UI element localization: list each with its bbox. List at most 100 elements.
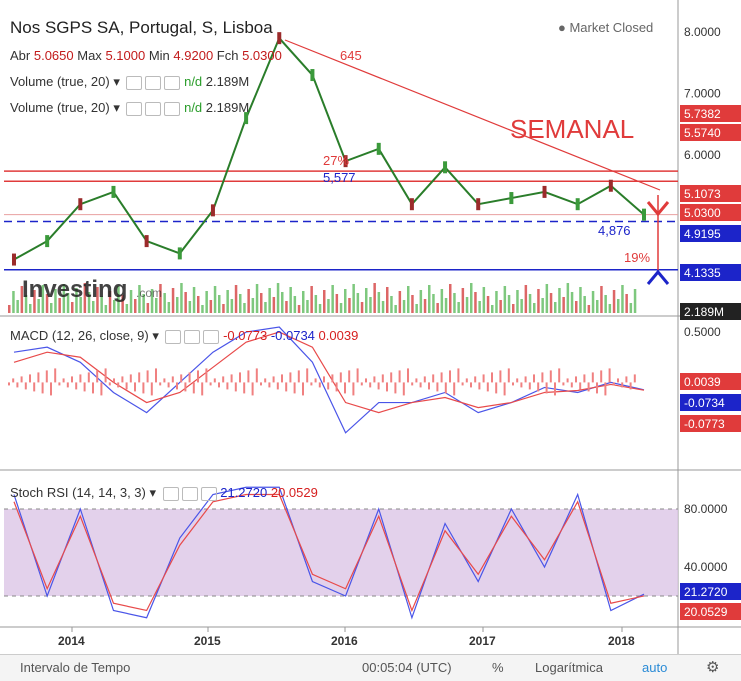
volume-bar — [512, 304, 515, 313]
macd-histogram-bar — [197, 370, 199, 383]
candle — [111, 185, 116, 198]
macd-histogram-bar — [66, 382, 69, 388]
market-status: ● Market Closed — [558, 20, 654, 35]
candle — [443, 161, 448, 174]
macd-histogram-bar — [104, 368, 107, 383]
eye-icon[interactable] — [165, 329, 182, 344]
settings-icon[interactable] — [145, 101, 162, 116]
volume-bar — [188, 301, 192, 313]
x-tick-label: 2018 — [608, 634, 635, 648]
price-line — [13, 36, 645, 261]
gear-icon[interactable]: ⚙ — [706, 659, 720, 676]
stoch-legend[interactable]: Stoch RSI (14, 14, 3, 3) ▾ 21.2720 20.05… — [10, 485, 318, 501]
stoch-value-2: 20.0529 — [270, 485, 318, 500]
volume-bar — [243, 303, 246, 313]
volume-bar — [486, 296, 490, 313]
macd-legend[interactable]: MACD (12, 26, close, 9) ▾ -0.0773 -0.073… — [10, 328, 359, 344]
macd-histogram-bar — [285, 382, 288, 392]
volume-bar — [323, 290, 326, 313]
candle — [177, 247, 182, 260]
volume-bar — [579, 287, 582, 313]
macd-histogram-bar — [58, 382, 61, 386]
volume-bar — [428, 285, 431, 313]
macd-histogram-bar — [155, 368, 157, 383]
volume-bar — [29, 304, 32, 313]
macd-histogram-bar — [339, 372, 342, 383]
volume-bar — [167, 302, 171, 313]
eye-icon[interactable] — [126, 75, 143, 90]
macd-histogram-bar — [268, 382, 271, 388]
macd-histogram-bar — [297, 370, 300, 383]
macd-histogram-bar — [365, 378, 367, 383]
volume-bar — [558, 288, 561, 313]
macd-histogram-bar — [113, 378, 115, 383]
interval-button[interactable]: Intervalo de Tempo — [20, 660, 131, 675]
macd-histogram-bar — [24, 382, 27, 390]
volume-bar — [352, 284, 355, 313]
macd-tick-label: 0.5000 — [684, 325, 721, 339]
macd-histogram-bar — [306, 368, 309, 383]
candle — [642, 208, 646, 221]
volume-bar — [251, 298, 255, 313]
macd-value-1: -0.0773 — [223, 328, 268, 343]
close-icon[interactable] — [200, 486, 217, 501]
close-icon[interactable] — [164, 75, 181, 90]
volume-bar — [478, 301, 481, 313]
volume-bar — [155, 298, 158, 313]
eye-icon[interactable] — [126, 101, 143, 116]
macd-value-2: -0.0734 — [270, 328, 315, 343]
volume-bar — [453, 293, 456, 313]
macd-histogram-bar — [150, 382, 153, 396]
volume-bar — [54, 289, 57, 313]
ohlc-close-label: Fch — [216, 48, 239, 63]
macd-histogram-bar — [222, 376, 225, 383]
settings-icon[interactable] — [181, 486, 198, 501]
volume-legend-1[interactable]: Volume (true, 20) ▾ n/d 2.189M — [10, 74, 250, 90]
macd-histogram-bar — [314, 378, 317, 383]
volume-bar — [562, 297, 565, 313]
macd-histogram-bar — [121, 376, 124, 383]
ohlc-low: 4.9200 — [173, 48, 214, 63]
auto-toggle[interactable]: auto — [642, 660, 668, 675]
macd-histogram-bar — [108, 382, 111, 386]
eye-icon[interactable] — [162, 486, 179, 501]
volume-bar — [411, 295, 414, 313]
volume-bar — [180, 283, 183, 313]
price-tag-label: 4.1335 — [684, 266, 721, 280]
volume-bar — [150, 289, 154, 313]
macd-value-3: 0.0039 — [318, 328, 359, 343]
macd-histogram-bar — [499, 370, 502, 383]
macd-histogram-bar — [453, 382, 456, 396]
candle — [78, 198, 83, 211]
macd-histogram-bar — [20, 376, 23, 383]
volume-bar — [507, 295, 511, 313]
volume-bar — [621, 285, 624, 313]
volume-bar — [600, 286, 603, 313]
volume-bar — [146, 303, 150, 313]
close-icon[interactable] — [203, 329, 220, 344]
percent-toggle[interactable]: % — [492, 660, 504, 675]
macd-tag — [680, 415, 741, 432]
ohlc-high-label: Max — [77, 48, 102, 63]
volume-bar — [344, 289, 347, 313]
settings-icon[interactable] — [145, 75, 162, 90]
macd-histogram-bar — [621, 382, 624, 388]
macd-histogram-bar — [402, 382, 405, 396]
macd-histogram-bar — [461, 382, 464, 386]
volume-legend-2[interactable]: Volume (true, 20) ▾ n/d 2.189M — [10, 100, 250, 116]
macd-histogram-bar — [608, 368, 611, 383]
macd-histogram-bar — [566, 378, 569, 383]
volume-bar — [377, 292, 381, 313]
macd-histogram-bar — [163, 378, 166, 383]
macd-histogram-bar — [29, 374, 31, 383]
settings-icon[interactable] — [184, 329, 201, 344]
volume-bar — [537, 289, 540, 313]
volume-bar — [260, 293, 263, 313]
close-icon[interactable] — [164, 101, 181, 116]
log-toggle[interactable]: Logarítmica — [535, 660, 603, 675]
volume-na: n/d — [184, 100, 203, 115]
macd-histogram-bar — [167, 382, 170, 388]
volume-bar — [444, 298, 448, 313]
macd-histogram-bar — [41, 382, 44, 394]
volume-bar — [113, 300, 116, 313]
